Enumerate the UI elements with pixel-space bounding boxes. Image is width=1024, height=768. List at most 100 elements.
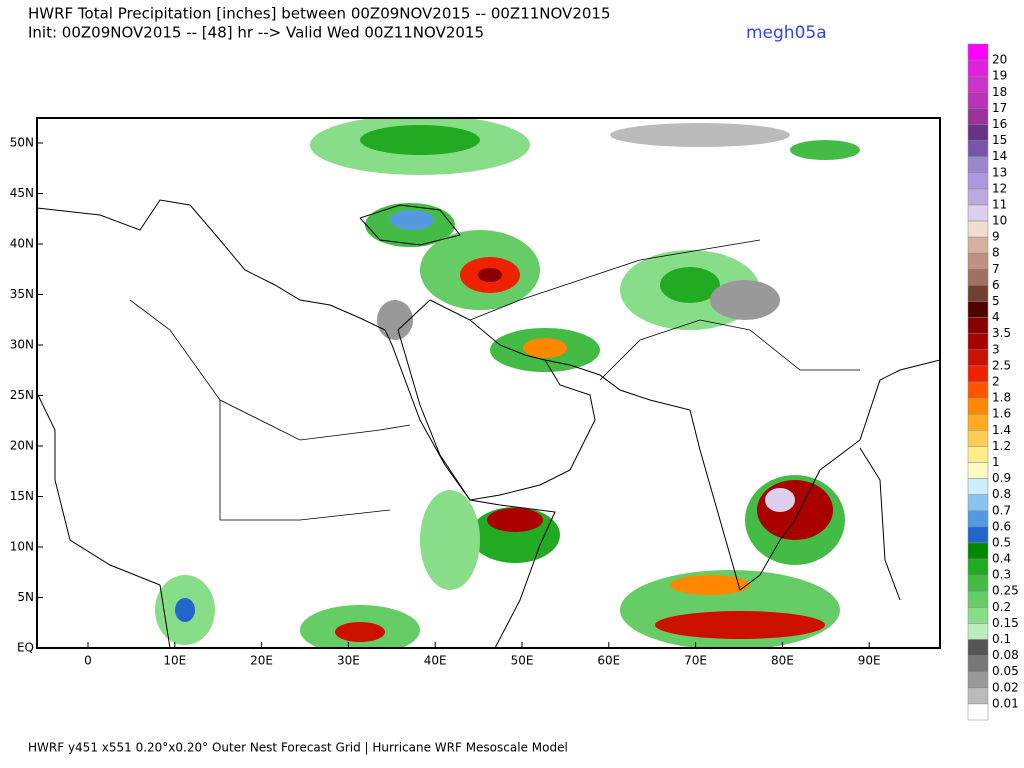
lon-label: 40E (424, 654, 447, 668)
colorbar-swatch (967, 236, 989, 254)
title: HWRF Total Precipitation [inches] betwee… (28, 5, 611, 23)
colorbar-label: 0.2 (992, 600, 1011, 614)
map-content (37, 118, 940, 648)
colorbar-swatch (967, 413, 989, 431)
colorbar-swatch (967, 317, 989, 334)
colorbar-swatch (967, 269, 989, 286)
colorbar-swatch (967, 446, 989, 463)
colorbar-swatch (967, 687, 989, 705)
colorbar-swatch (967, 43, 989, 61)
colorbar: 20 19 18 17 16 15 14 13 12 11 10 9 8 7 6 5 4 3.5 3 2.5 2 1.8 1… (967, 43, 1019, 721)
colorbar-label: 14 (992, 149, 1007, 163)
colorbar-swatch (967, 397, 989, 415)
colorbar-swatch (967, 220, 989, 238)
colorbar-swatch (967, 494, 989, 512)
coastline (859, 447, 901, 601)
colorbar-label: 0.5 (992, 535, 1011, 549)
colorbar-label: 1.4 (992, 423, 1011, 437)
colorbar-swatch (967, 204, 989, 222)
colorbar-label: 1 (992, 455, 1000, 469)
colorbar-label: 0.1 (992, 632, 1011, 646)
colorbar-swatch (967, 574, 989, 592)
lon-label: 70E (684, 654, 707, 668)
colorbar-swatch (967, 639, 989, 656)
colorbar-swatch (967, 703, 989, 721)
lon-label: 30E (337, 654, 360, 668)
colorbar-label: 10 (992, 214, 1007, 228)
colorbar-label: 8 (992, 246, 1000, 260)
colorbar-swatch (967, 462, 989, 479)
coastline (544, 359, 940, 591)
border (129, 299, 411, 441)
colorbar-label: 0.3 (992, 568, 1011, 582)
colorbar-label: 4 (992, 310, 1000, 324)
colorbar-swatch (967, 671, 989, 689)
map-frame (36, 117, 941, 649)
colorbar-label: 5 (992, 294, 1000, 308)
colorbar-label: 2 (992, 375, 1000, 389)
lat-label: 15N (10, 489, 34, 503)
colorbar-swatch (967, 510, 989, 528)
lat-label: 25N (10, 388, 34, 402)
colorbar-swatch (967, 301, 989, 318)
colorbar-swatch (967, 156, 989, 174)
colorbar-label: 0.02 (992, 680, 1019, 694)
colorbar-label: 19 (992, 69, 1007, 83)
precip-area (360, 125, 480, 155)
precip-area (390, 210, 434, 230)
colorbar-swatch (967, 92, 989, 109)
map (36, 117, 941, 649)
lat-label: 10N (10, 540, 34, 554)
precip-area (710, 280, 780, 320)
colorbar-label: 0.25 (992, 584, 1019, 598)
colorbar-swatch (967, 478, 989, 495)
precip-area (757, 480, 833, 540)
precip-area (660, 267, 720, 303)
colorbar-swatch (967, 333, 989, 351)
lon-label: 90E (858, 654, 881, 668)
lon-label: 20E (250, 654, 273, 668)
colorbar-swatch (967, 252, 989, 270)
lat-label: EQ (17, 641, 34, 655)
footer: HWRF y451 x551 0.20°x0.20° Outer Nest Fo… (28, 741, 568, 755)
lon-label: 50E (511, 654, 534, 668)
precip-area (523, 338, 567, 358)
colorbar-swatch (967, 430, 989, 447)
lon-label: 10E (163, 654, 186, 668)
lat-label: 45N (10, 186, 34, 200)
precipitation (155, 118, 860, 648)
colorbar-swatch (967, 172, 989, 190)
colorbar-label: 0.05 (992, 664, 1019, 678)
coastlines (37, 199, 940, 648)
colorbar-label: 3.5 (992, 326, 1011, 340)
coastline (359, 204, 461, 246)
colorbar-label: 0.8 (992, 487, 1011, 501)
precip-area (610, 123, 790, 147)
colorbar-swatch (967, 59, 989, 77)
colorbar-label: 0.01 (992, 696, 1019, 710)
colorbar-swatch (967, 381, 989, 399)
coastline (37, 199, 556, 648)
precip-area (487, 508, 543, 532)
colorbar-swatch (967, 75, 989, 93)
colorbar-label: 0.4 (992, 552, 1011, 566)
coastline (397, 299, 596, 501)
precip-area (420, 490, 480, 590)
colorbar-label: 11 (992, 197, 1007, 211)
colorbar-label: 1.8 (992, 391, 1011, 405)
colorbar-swatch (967, 188, 989, 206)
colorbar-label: 0.6 (992, 519, 1011, 533)
precip-area (670, 575, 750, 595)
precip-area (790, 140, 860, 160)
borders (129, 239, 860, 521)
colorbar-label: 15 (992, 133, 1007, 147)
colorbar-label: 7 (992, 262, 1000, 276)
precip-area (175, 598, 195, 622)
colorbar-label: 1.2 (992, 439, 1011, 453)
colorbar-swatch (967, 623, 989, 640)
colorbar-label: 1.6 (992, 407, 1011, 421)
colorbar-label: 3 (992, 342, 1000, 356)
colorbar-label: 16 (992, 117, 1007, 131)
border (469, 239, 761, 321)
border (599, 319, 860, 381)
